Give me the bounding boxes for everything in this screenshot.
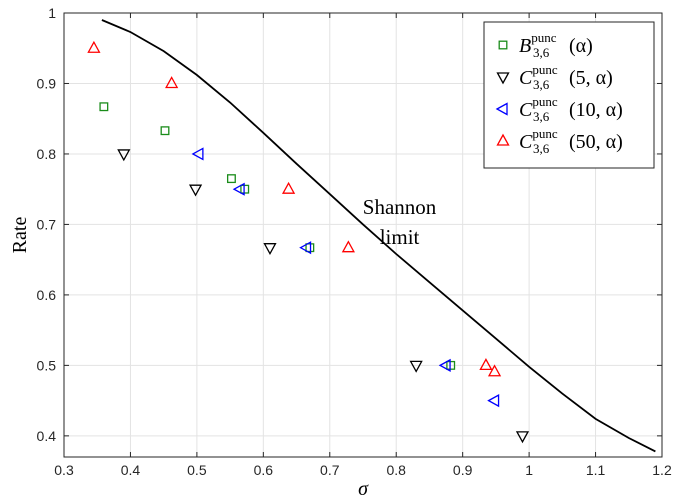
ticks: 0.3 0.4 0.5 0.6 0.7 0.8 0.9 1 1.1 1.2 0.4 0.5 0.6 0.7… xyxy=(37,5,672,478)
data-point-series-2 xyxy=(263,243,277,256)
legend-argument-2: (5, α) xyxy=(569,67,613,89)
legend-entry-2: Cpunc xyxy=(519,62,558,89)
data-point-series-2 xyxy=(409,360,423,373)
legend-subscript-2: 3,6 xyxy=(533,77,550,92)
data-point-series-4 xyxy=(281,181,296,194)
y-tick-label: 0.9 xyxy=(37,75,57,91)
data-point-series-4 xyxy=(487,364,502,377)
legend-subscript-1: 3,6 xyxy=(533,45,550,60)
legend-entry-3: Cpunc xyxy=(519,94,558,121)
annotation-line-1: Shannon xyxy=(363,195,437,219)
legend-argument-3: (10, α) xyxy=(569,99,623,121)
legend-argument-4: (50, α) xyxy=(569,131,623,153)
y-tick-label: 0.5 xyxy=(37,357,57,373)
data-point-series-3 xyxy=(191,147,204,161)
data-point-series-2 xyxy=(515,431,530,444)
data-point-series-2 xyxy=(117,149,131,162)
legend-subscript-4: 3,6 xyxy=(533,141,550,156)
plot-frame xyxy=(63,12,663,458)
legend-box xyxy=(483,21,655,169)
x-tick-label: 0.7 xyxy=(320,462,340,478)
y-tick-label: 0.4 xyxy=(37,428,57,444)
legend-marker-4 xyxy=(496,133,510,146)
data-point-series-3 xyxy=(299,241,312,255)
x-tick-label: 0.6 xyxy=(254,462,274,478)
data-point-series-1 xyxy=(160,126,170,136)
x-tick-label: 0.4 xyxy=(121,462,141,478)
x-tick-label: 1.2 xyxy=(652,462,672,478)
data-point-series-1 xyxy=(226,174,236,184)
x-tick-label: 1.1 xyxy=(586,462,606,478)
data-point-series-4 xyxy=(87,40,101,53)
legend-marker-2 xyxy=(496,72,510,85)
legend-entry-4: Cpunc xyxy=(519,126,558,153)
x-axis-label: σ xyxy=(358,478,369,500)
legend-marker-3 xyxy=(495,102,508,116)
legend-marker-1 xyxy=(498,40,508,50)
data-point-series-1 xyxy=(240,184,250,194)
y-tick-label: 1 xyxy=(48,5,56,21)
y-tick-label: 0.6 xyxy=(37,287,57,303)
data-point-series-3 xyxy=(232,182,245,196)
shannon-limit-curve xyxy=(101,19,656,453)
legend-argument-1: (α) xyxy=(569,35,593,57)
x-tick-label: 1 xyxy=(525,462,533,478)
data-point-series-2 xyxy=(188,184,203,197)
y-axis-label: Rate xyxy=(9,217,31,254)
x-tick-label: 0.9 xyxy=(453,462,473,478)
data-point-series-1 xyxy=(305,243,315,253)
annotation-line-2: limit xyxy=(380,225,420,249)
legend-entry-1: Bpunc xyxy=(519,30,557,57)
data-point-series-3 xyxy=(487,394,500,408)
data-point-series-4 xyxy=(341,240,355,253)
x-tick-label: 0.5 xyxy=(187,462,207,478)
data-point-series-4 xyxy=(165,76,179,89)
y-tick-label: 0.7 xyxy=(37,216,57,232)
x-tick-label: 0.3 xyxy=(54,462,74,478)
y-tick-label: 0.8 xyxy=(37,146,57,162)
legend-subscript-3: 3,6 xyxy=(533,109,550,124)
data-point-series-3 xyxy=(438,358,451,372)
data-point-series-1 xyxy=(446,360,456,370)
x-tick-label: 0.8 xyxy=(386,462,406,478)
markers xyxy=(87,40,530,444)
data-point-series-4 xyxy=(479,358,493,371)
data-point-series-1 xyxy=(99,102,109,112)
